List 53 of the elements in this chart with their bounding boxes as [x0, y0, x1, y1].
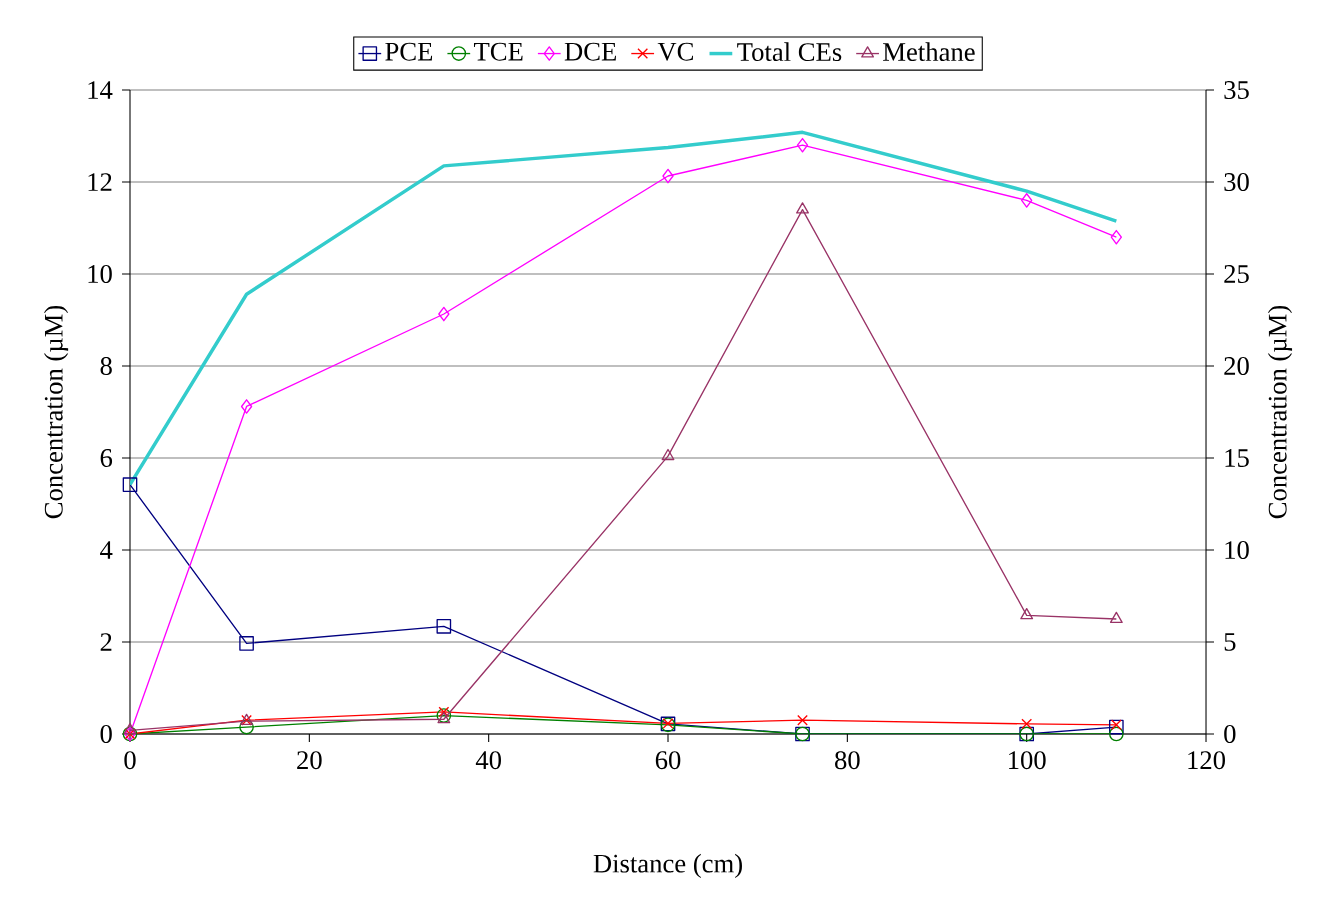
- legend-label: VC: [657, 42, 693, 61]
- y-tick-label: 10: [88, 265, 112, 283]
- x-tick-label: 100: [1009, 751, 1046, 770]
- point: [123, 722, 137, 735]
- y2-axis-title: Concentration (µM): [1267, 305, 1293, 519]
- y-tick-label: 2: [100, 633, 112, 651]
- y-tick-label: 6: [100, 449, 113, 467]
- x-tick-label: 80: [835, 751, 860, 770]
- point: [1020, 607, 1034, 620]
- y2-tick-label: 25: [1224, 265, 1249, 283]
- point: [662, 168, 674, 184]
- y-tick-label: 4: [100, 541, 113, 559]
- y2-tick-label: 5: [1224, 633, 1236, 651]
- point: [239, 636, 254, 651]
- y2-tick-label: 30: [1224, 173, 1249, 191]
- legend-label: DCE: [564, 42, 616, 61]
- point: [1110, 719, 1122, 731]
- y2-tick-label: 20: [1224, 357, 1249, 375]
- point: [1109, 726, 1124, 742]
- legend-label: TCE: [473, 42, 523, 61]
- point: [1021, 718, 1033, 730]
- x-axis-title: Distance (cm): [593, 853, 742, 879]
- point: [1109, 611, 1123, 623]
- point: [1110, 229, 1123, 245]
- y2-tick-label: 35: [1224, 81, 1249, 99]
- point: [436, 619, 452, 634]
- line-series: [130, 130, 1119, 487]
- legend-label: PCE: [385, 42, 433, 61]
- point: [796, 137, 809, 153]
- point: [240, 399, 253, 414]
- x-tick-label: 40: [475, 751, 501, 770]
- y-tick-label: 0: [100, 725, 112, 743]
- y-axis-title: Concentration (µM): [43, 305, 69, 519]
- point: [661, 448, 675, 461]
- point: [1021, 193, 1033, 208]
- point: [1109, 719, 1124, 735]
- point: [122, 477, 138, 493]
- y2-tick-label: 0: [1224, 725, 1236, 743]
- point: [438, 306, 450, 322]
- point: [797, 714, 808, 726]
- legend-label: Methane: [883, 42, 975, 62]
- x-tick-label: 0: [124, 751, 136, 770]
- x-tick-label: 60: [655, 751, 681, 770]
- point: [796, 202, 809, 214]
- legend-label: Total CEs: [737, 42, 842, 62]
- y-tick-label: 14: [88, 81, 113, 99]
- y2-tick-label: 10: [1225, 541, 1249, 559]
- y-tick-label: 12: [88, 173, 112, 191]
- x-tick-label: 20: [297, 751, 322, 770]
- point: [438, 706, 450, 718]
- y2-tick-label: 15: [1225, 449, 1249, 467]
- x-tick-label: 120: [1188, 751, 1225, 770]
- y-tick-label: 8: [100, 357, 112, 375]
